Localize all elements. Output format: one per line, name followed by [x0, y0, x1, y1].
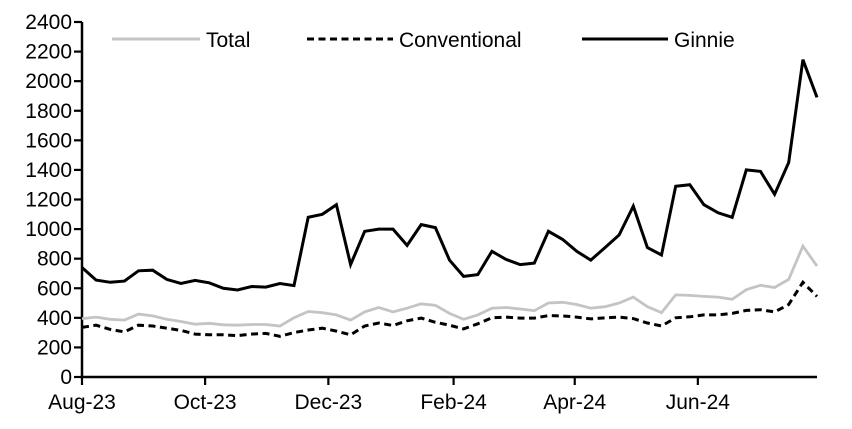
series-group — [81, 59, 819, 338]
x-tick-label: Aug-23 — [48, 391, 116, 414]
legend-item-conventional: Conventional — [307, 29, 522, 52]
series-line-ginnie — [81, 59, 819, 292]
y-tick-label: 1600 — [25, 129, 72, 152]
y-tick-label: 200 — [37, 336, 72, 359]
y-tick-label: 2400 — [25, 11, 72, 34]
x-axis-labels-group: Aug-23 Oct-23 Dec-23 Feb-24 Apr-24 Jun-24 — [48, 391, 730, 414]
x-tick-label: Apr-24 — [543, 391, 606, 414]
y-tick-label: 1200 — [25, 189, 72, 212]
legend-item-ginnie: Ginnie — [582, 29, 735, 52]
y-tick-label: 1800 — [25, 100, 72, 123]
series-line-conventional — [81, 279, 819, 338]
legend-group: Total Conventional Ginnie — [112, 29, 735, 52]
series-line-total — [81, 243, 819, 328]
x-tick-label: Feb-24 — [420, 391, 487, 414]
y-axis-labels-group: 0 200 400 600 800 1000 1200 1400 1600 1800 2000 220… — [25, 11, 72, 389]
x-tick-label: Oct-23 — [174, 391, 237, 414]
y-tick-label: 600 — [37, 277, 72, 300]
y-tick-label: 1400 — [25, 159, 72, 182]
x-tick-label: Jun-24 — [666, 391, 731, 414]
legend-label-conventional: Conventional — [399, 29, 522, 52]
y-tick-label: 400 — [37, 307, 72, 330]
y-tick-label: 800 — [37, 248, 72, 271]
y-tick-label: 2000 — [25, 70, 72, 93]
y-tick-label: 1000 — [25, 218, 72, 241]
legend-item-total: Total — [112, 29, 250, 52]
legend-label-total: Total — [206, 29, 250, 52]
y-tick-label: 0 — [60, 366, 72, 389]
x-tick-label: Dec-23 — [295, 391, 363, 414]
legend-label-ginnie: Ginnie — [674, 29, 735, 52]
y-tick-label: 2200 — [25, 41, 72, 64]
